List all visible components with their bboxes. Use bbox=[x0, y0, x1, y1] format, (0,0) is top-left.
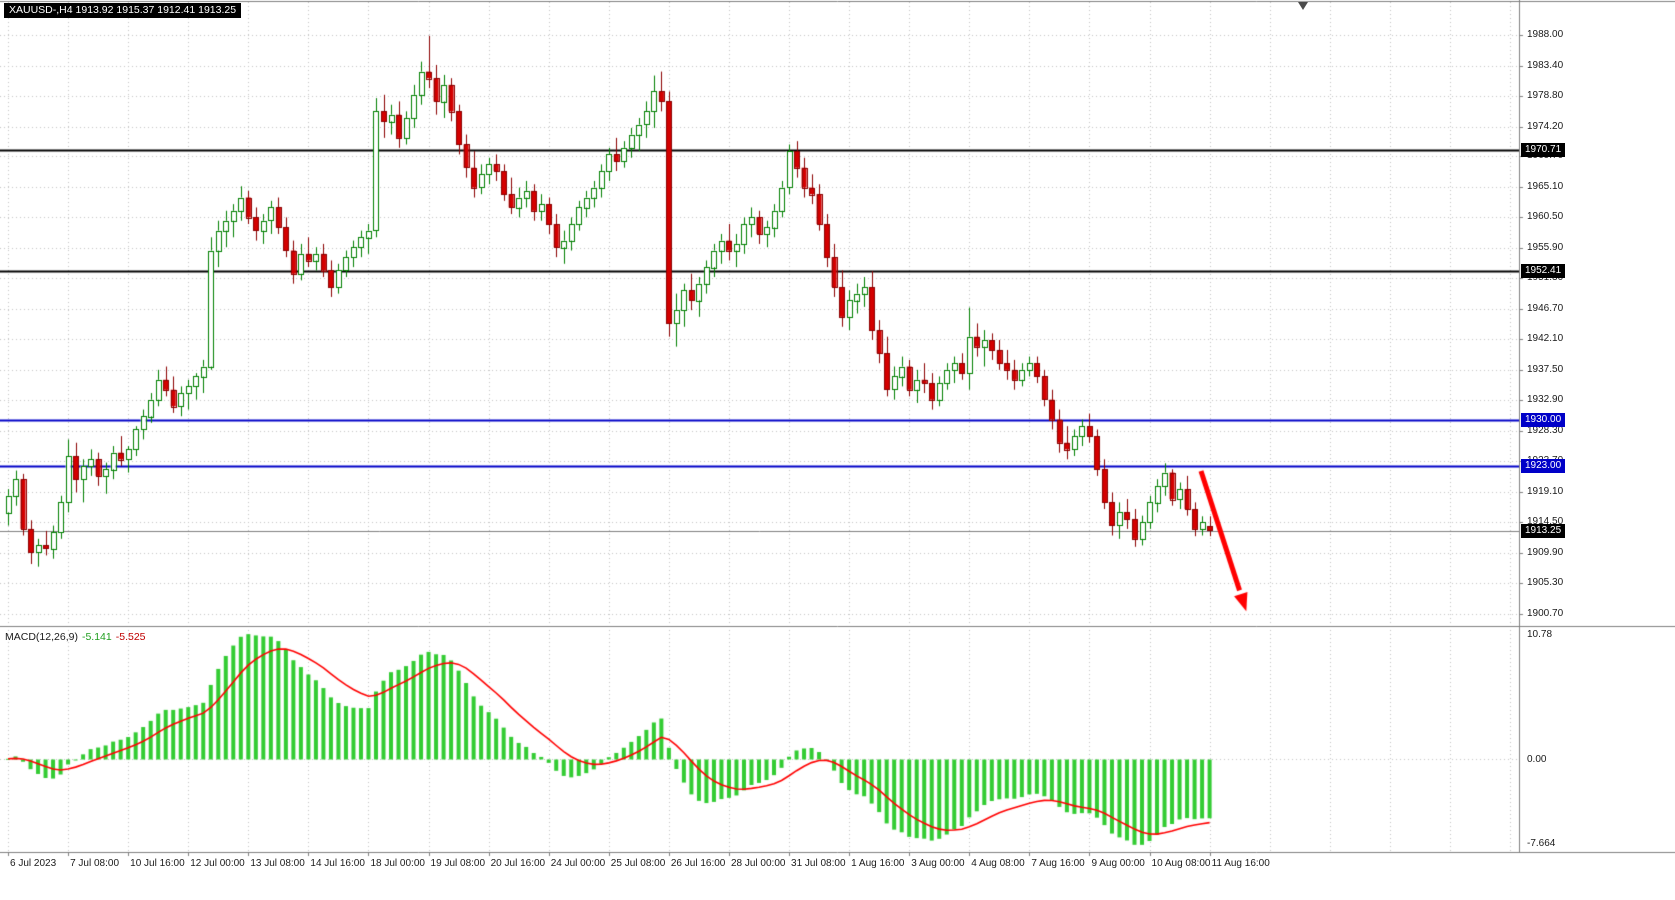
price-tick-label: 1919.10 bbox=[1527, 485, 1564, 497]
price-tick-label: 1978.80 bbox=[1527, 90, 1564, 102]
time-axis-label: 19 Jul 08:00 bbox=[430, 858, 486, 869]
price-tick-label: 1942.10 bbox=[1527, 333, 1564, 345]
time-axis-label: 31 Jul 08:00 bbox=[791, 858, 846, 869]
price-badge: 1970.71 bbox=[1521, 142, 1566, 157]
macd-tick-label: 10.78 bbox=[1527, 629, 1553, 640]
time-axis-label: 13 Jul 08:00 bbox=[250, 858, 305, 869]
price-tick-label: 1900.70 bbox=[1527, 607, 1564, 619]
time-axis-label: 20 Jul 16:00 bbox=[490, 858, 546, 869]
price-tick-label: 1955.90 bbox=[1527, 241, 1564, 253]
price-badge: 1952.41 bbox=[1521, 264, 1566, 279]
price-tick-label: 1983.40 bbox=[1527, 59, 1564, 71]
time-axis-label: 4 Aug 08:00 bbox=[971, 858, 1025, 869]
macd-tick-label: -7.664 bbox=[1527, 838, 1556, 849]
price-tick-label: 1914.50 bbox=[1527, 516, 1564, 528]
price-tick-label: 1909.90 bbox=[1527, 546, 1564, 558]
price-badge: 1923.00 bbox=[1521, 458, 1566, 473]
macd-tick-label: 0.00 bbox=[1527, 753, 1547, 765]
time-axis-label: 10 Jul 16:00 bbox=[130, 858, 185, 869]
macd-signal-value: -5.525 bbox=[115, 631, 146, 643]
time-axis-label: 9 Aug 00:00 bbox=[1091, 858, 1145, 869]
time-axis-label: 24 Jul 00:00 bbox=[550, 858, 606, 869]
time-axis-label: 18 Jul 00:00 bbox=[370, 858, 425, 869]
chart-shift-marker-icon bbox=[1298, 2, 1308, 10]
time-axis-label: 7 Aug 16:00 bbox=[1031, 858, 1085, 869]
time-axis-label: 12 Jul 00:00 bbox=[190, 858, 245, 869]
symbol-ohlc-label: XAUUSD-,H4 1913.92 1915.37 1912.41 1913.… bbox=[4, 3, 242, 18]
time-axis-label: 10 Aug 08:00 bbox=[1151, 858, 1211, 869]
price-tick-label: 1937.50 bbox=[1527, 363, 1564, 375]
time-axis-label: 1 Aug 16:00 bbox=[851, 858, 905, 869]
time-axis-label: 11 Aug 16:00 bbox=[1211, 858, 1270, 869]
price-tick-label: 1946.70 bbox=[1527, 302, 1564, 314]
time-axis-label: 7 Jul 08:00 bbox=[70, 858, 120, 869]
price-tick-label: 1905.30 bbox=[1527, 577, 1564, 589]
price-tick-label: 1988.00 bbox=[1527, 29, 1564, 41]
time-axis-label: 3 Aug 00:00 bbox=[911, 858, 965, 869]
time-axis-label: 6 Jul 2023 bbox=[10, 858, 57, 869]
time-axis-label: 25 Jul 08:00 bbox=[610, 858, 666, 869]
time-axis-label: 14 Jul 16:00 bbox=[310, 858, 365, 869]
price-tick-label: 1974.20 bbox=[1527, 120, 1564, 132]
macd-main-value: -5.141 bbox=[81, 631, 112, 643]
price-badge: 1930.00 bbox=[1521, 412, 1566, 427]
price-tick-label: 1960.50 bbox=[1527, 211, 1564, 223]
time-axis-label: 26 Jul 16:00 bbox=[670, 858, 726, 869]
macd-name-label: MACD(12,26,9) bbox=[5, 631, 78, 643]
price-tick-label: 1932.90 bbox=[1527, 394, 1564, 406]
price-tick-label: 1928.30 bbox=[1527, 424, 1564, 436]
price-tick-label: 1965.10 bbox=[1527, 180, 1564, 192]
time-axis-label: 28 Jul 00:00 bbox=[730, 858, 786, 869]
price-badge: 1913.25 bbox=[1521, 523, 1566, 538]
macd-indicator-label: MACD(12,26,9) -5.141 -5.525 bbox=[5, 631, 146, 643]
